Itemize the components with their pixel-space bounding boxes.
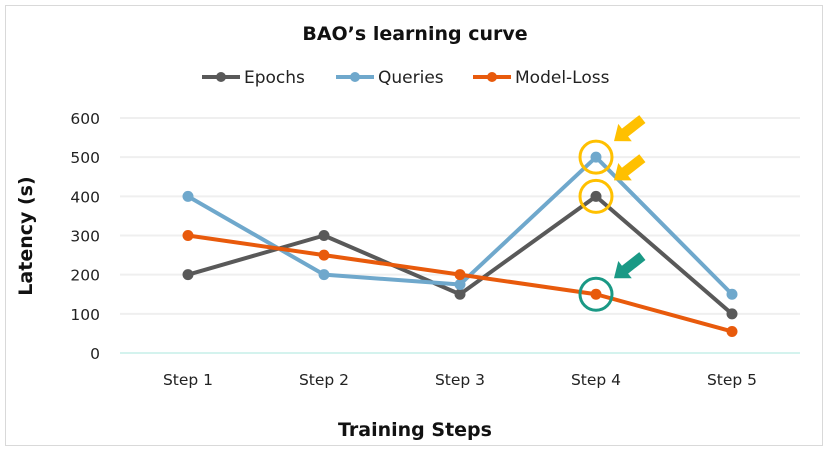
legend-label: Queries	[378, 68, 444, 88]
gridlines	[120, 117, 800, 354]
chart-frame	[5, 5, 823, 446]
arrow-shape	[614, 154, 646, 181]
annotation-arrow-icon	[614, 252, 646, 279]
legend-label: Epochs	[244, 68, 305, 88]
data-point	[182, 190, 194, 202]
arrow-shape	[614, 252, 646, 279]
data-point	[454, 269, 466, 281]
y-tick-label: 400	[70, 188, 100, 206]
data-point	[182, 269, 194, 281]
annotation-circle	[578, 276, 614, 312]
y-tick-labels: 0 100 200 300 400 500 600	[70, 110, 100, 363]
data-point	[318, 269, 330, 281]
y-axis-title: Latency (s)	[15, 176, 37, 295]
series-epochs	[182, 190, 738, 320]
annotation-arrow-icon	[614, 115, 646, 142]
y-tick-label: 600	[70, 110, 100, 128]
legend-label: Model-Loss	[515, 68, 610, 88]
data-point	[182, 230, 194, 241]
y-tick-label: 200	[70, 267, 100, 285]
x-tick-labels: Step 1 Step 2 Step 3 Step 4 Step 5	[163, 371, 757, 389]
y-tick-label: 300	[70, 228, 100, 246]
data-point	[726, 325, 738, 337]
annotation-arrow-icon	[614, 154, 646, 181]
legend-swatch-marker	[487, 72, 497, 82]
y-tick-label: 500	[70, 149, 100, 167]
x-tick-label: Step 3	[435, 371, 485, 389]
data-point	[318, 249, 330, 261]
x-tick-label: Step 2	[299, 371, 349, 389]
annotations	[578, 115, 646, 312]
legend-swatch-marker	[350, 72, 360, 82]
arrow-shape	[614, 115, 646, 142]
data-point	[590, 151, 602, 163]
x-tick-label: Step 5	[707, 371, 757, 389]
annotation-circle	[578, 139, 614, 175]
legend-swatch-marker	[216, 72, 226, 82]
chart-title: BAO’s learning curve	[302, 23, 527, 45]
data-point	[726, 308, 738, 320]
data-point	[590, 190, 602, 202]
data-point	[454, 288, 466, 300]
y-tick-label: 0	[90, 345, 100, 363]
annotation-circle	[578, 178, 614, 214]
data-point	[318, 230, 330, 241]
data-point	[726, 288, 738, 300]
data-point	[454, 278, 466, 290]
data-point	[590, 288, 602, 300]
series-model-loss	[182, 230, 738, 337]
x-axis-title: Training Steps	[338, 419, 492, 441]
x-tick-label: Step 1	[163, 371, 213, 389]
x-tick-label: Step 4	[571, 371, 621, 389]
legend: Epochs Queries Model-Loss	[202, 68, 610, 88]
series-lines	[182, 151, 738, 337]
y-tick-label: 100	[70, 306, 100, 324]
